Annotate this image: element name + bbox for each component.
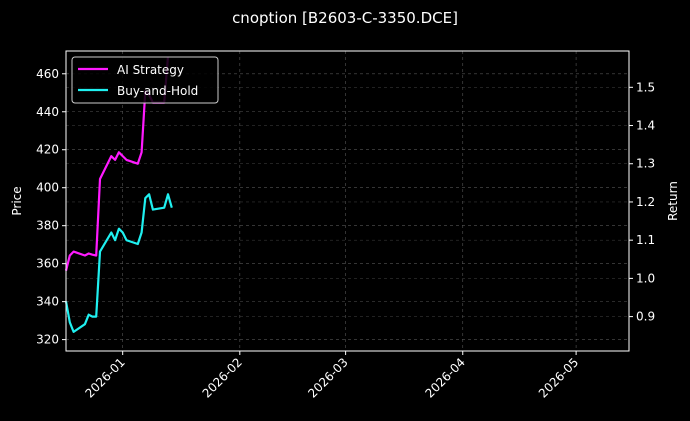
plot-frame xyxy=(65,50,630,352)
legend: AI Strategy Buy-and-Hold xyxy=(71,56,219,104)
y-tick-label: 340 xyxy=(36,295,59,309)
legend-label-ai-strategy: AI Strategy xyxy=(117,63,184,77)
y-tick-label: 440 xyxy=(36,105,59,119)
y-tick-label: 460 xyxy=(36,67,59,81)
y2-tick-label: 1.1 xyxy=(636,233,655,247)
x-tick-label: 2026-01 xyxy=(82,355,127,400)
x-tick-label: 2026-03 xyxy=(305,355,350,400)
y2-tick-label: 1.4 xyxy=(636,119,655,133)
y2-tick-label: 1.3 xyxy=(636,157,655,171)
x-tick-label: 2026-02 xyxy=(200,355,245,400)
x-axis: 2026-01 2026-02 2026-03 2026-04 2026-05 xyxy=(82,351,581,401)
y2-tick-label: 1.5 xyxy=(636,80,655,94)
y-axis-left: 320 340 360 380 400 420 440 460 xyxy=(36,67,66,347)
x-tick-label: 2026-04 xyxy=(423,355,468,400)
legend-label-buy-and-hold: Buy-and-Hold xyxy=(117,84,198,98)
x-tick-label: 2026-05 xyxy=(536,355,581,400)
y-tick-label: 380 xyxy=(36,219,59,233)
y2-axis-label: Return xyxy=(666,181,680,221)
y2-tick-label: 1.0 xyxy=(636,271,655,285)
y-axis-label: Price xyxy=(10,186,24,215)
y-tick-label: 420 xyxy=(36,143,59,157)
legend-box xyxy=(71,56,219,104)
y-tick-label: 400 xyxy=(36,181,59,195)
y-tick-label: 360 xyxy=(36,257,59,271)
series-line-buy-and-hold xyxy=(64,193,173,333)
chart-title: cnoption [B2603-C-3350.DCE] xyxy=(232,9,458,27)
y-tick-label: 320 xyxy=(36,333,59,347)
y-axis-right: 0.9 1.0 1.1 1.2 1.3 1.4 1.5 xyxy=(629,80,655,324)
y2-tick-label: 1.2 xyxy=(636,195,655,209)
y2-tick-label: 0.9 xyxy=(636,310,655,324)
